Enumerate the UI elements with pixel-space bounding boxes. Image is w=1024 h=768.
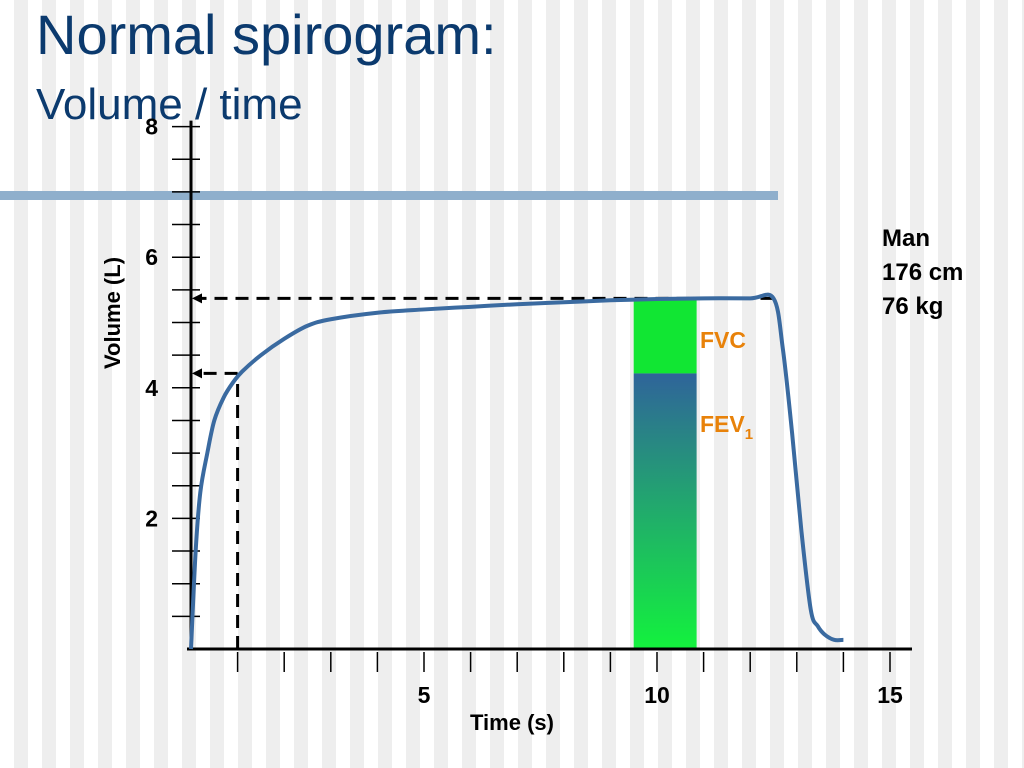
- fev1-label-subscript: 1: [745, 426, 753, 443]
- x-tick-label: 10: [644, 682, 670, 708]
- fvc-guide-arrow: [192, 293, 202, 304]
- y-tick-label: 6: [145, 244, 158, 270]
- y-axis-title: Volume (L): [100, 257, 125, 369]
- x-axis-title: Time (s): [470, 710, 554, 735]
- fev1-label: FEV1: [700, 411, 753, 443]
- subject-info: Man 176 cm 76 kg: [882, 222, 963, 324]
- fev1-guide-arrow: [192, 368, 202, 379]
- y-tick-label: 2: [145, 505, 158, 531]
- fvc-label: FVC: [700, 327, 746, 353]
- y-tick-label: 8: [145, 114, 158, 140]
- accent-rule: [0, 191, 778, 200]
- fev1-bar-segment: [633, 373, 697, 649]
- fvc-bar-segment: [633, 298, 697, 374]
- subject-height: 176 cm: [882, 259, 964, 286]
- fev1-label-main: FEV: [700, 411, 745, 437]
- subject-sex: Man: [882, 225, 930, 252]
- slide-subtitle: Volume / time: [36, 80, 303, 129]
- slide-title: Normal spirogram:: [36, 3, 497, 66]
- volume-curve: [189, 292, 844, 650]
- x-tick-label: 5: [418, 682, 431, 708]
- y-tick-label: 4: [145, 375, 158, 401]
- x-tick-label: 15: [877, 682, 903, 708]
- subject-weight: 76 kg: [882, 293, 944, 320]
